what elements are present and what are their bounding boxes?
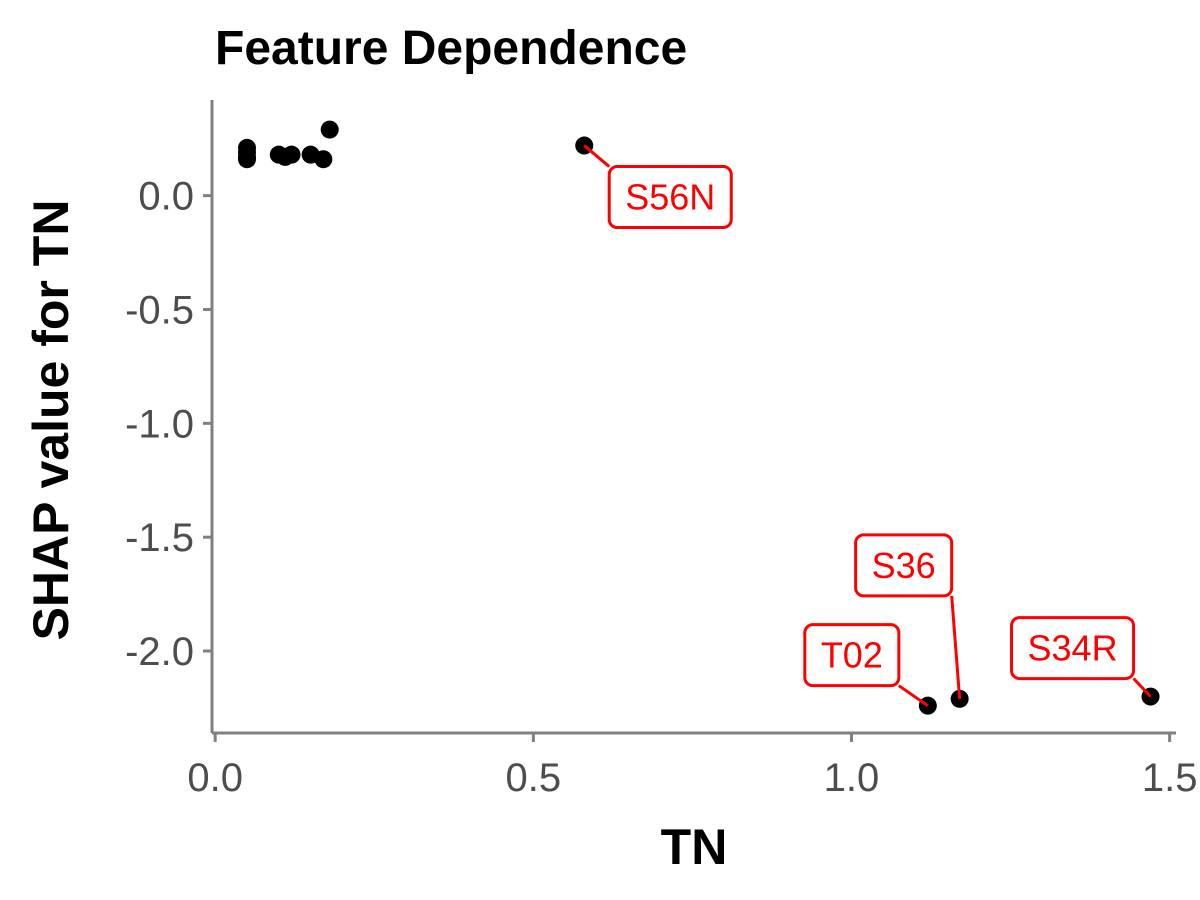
y-tick-label: -1.0 [125, 402, 194, 446]
annotation-leader-line [1132, 677, 1152, 698]
x-axis-title: TN [661, 819, 728, 875]
y-axis-title: SHAP value for TN [23, 200, 79, 641]
annotation-leader-line [898, 684, 929, 707]
annotation-label: S36 [872, 545, 936, 586]
annotation-s56n: S56N [583, 144, 733, 230]
annotation-label-box [854, 533, 954, 598]
chart-title: Feature Dependence [215, 22, 687, 75]
plot-panel: 0.0 -0.5 -1.0 -1.5 -2.0 0.0 0.5 1.0 1.5 S56N T02… [125, 100, 1197, 800]
x-tick-label: 1.0 [824, 756, 880, 800]
y-axis-ticks: 0.0 -0.5 -1.0 -1.5 -2.0 [125, 175, 212, 674]
y-tick-label: -1.5 [125, 516, 194, 560]
point-annotations: S56N T02 S36 S34R [583, 144, 1152, 707]
y-tick-label: -2.0 [125, 630, 194, 674]
annotation-leader-line [583, 144, 611, 168]
data-points [237, 120, 1160, 715]
y-tick-label: -0.5 [125, 288, 194, 332]
annotation-label: S34R [1028, 628, 1118, 669]
annotation-label-box [607, 165, 733, 230]
annotation-s36: S36 [854, 533, 962, 699]
annotation-label-box [1010, 616, 1136, 681]
data-point [320, 120, 339, 139]
data-point [314, 150, 333, 169]
annotation-leader-line [950, 595, 962, 699]
data-point [282, 145, 301, 164]
x-tick-label: 0.0 [187, 756, 243, 800]
annotation-label: S56N [625, 177, 715, 218]
annotation-label-box [803, 623, 901, 688]
x-axis-ticks: 0.0 0.5 1.0 1.5 [187, 733, 1197, 800]
annotation-label: T02 [821, 635, 883, 676]
x-tick-label: 1.5 [1142, 756, 1198, 800]
data-point [237, 150, 256, 169]
y-tick-label: 0.0 [138, 175, 194, 219]
x-tick-label: 0.5 [506, 756, 562, 800]
annotation-s34r: S34R [1010, 616, 1152, 698]
annotation-t02: T02 [803, 623, 929, 707]
